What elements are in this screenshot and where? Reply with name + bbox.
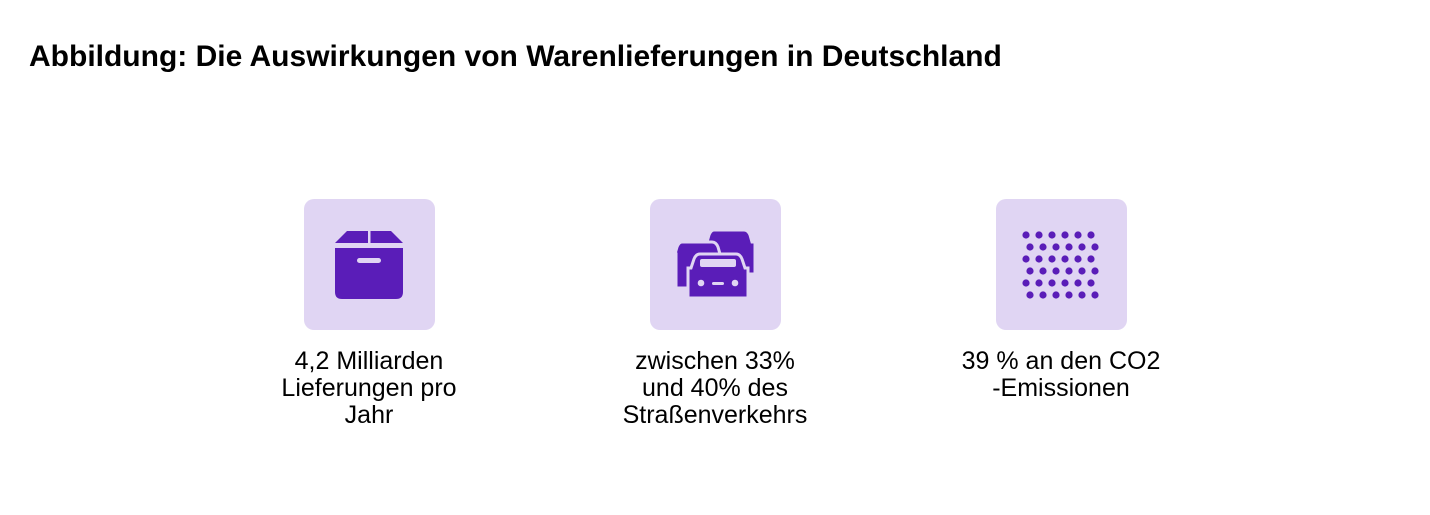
emission-dot (1039, 290, 1047, 299)
emission-dot (1035, 230, 1043, 239)
emission-dot (1061, 254, 1069, 263)
box-icon-tile (303, 199, 435, 330)
emission-dot (1039, 242, 1047, 251)
emission-dot (1052, 290, 1060, 299)
emission-dot (1078, 266, 1086, 275)
emission-dot (1091, 290, 1099, 299)
cars-traffic-icon (674, 228, 756, 299)
emission-dot (1052, 266, 1060, 275)
stat-traffic: zwischen 33% und 40% des Straßenverkehrs (585, 199, 845, 429)
emission-dot (1091, 266, 1099, 275)
emission-dot (1078, 290, 1086, 299)
emission-dot (1052, 242, 1060, 251)
emission-dot (1091, 242, 1099, 251)
emission-dot (1026, 290, 1034, 299)
emission-dot (1048, 230, 1056, 239)
emission-dot (1048, 278, 1056, 287)
emission-dot (1048, 254, 1056, 263)
figure-title: Abbildung: Die Auswirkungen von Warenlie… (29, 40, 1002, 73)
box-icon (335, 230, 403, 299)
cars-icon-tile (649, 199, 781, 330)
stats-row: 4,2 Milliarden Lieferungen pro Jahr zwis… (0, 199, 1430, 459)
emission-dot (1065, 290, 1073, 299)
emission-dot (1087, 278, 1095, 287)
emission-dot (1074, 254, 1082, 263)
emission-dots-icon (1022, 230, 1099, 299)
dots-icon-tile (995, 199, 1127, 330)
emission-dot (1061, 278, 1069, 287)
emission-dot (1022, 230, 1030, 239)
stat-label: 39 % an den CO2 -Emissionen (961, 347, 1161, 402)
stat-label: zwischen 33% und 40% des Straßenverkehrs (622, 347, 808, 429)
emission-dot (1087, 254, 1095, 263)
emission-dot (1074, 278, 1082, 287)
emission-dot (1026, 266, 1034, 275)
emission-dot (1065, 266, 1073, 275)
stat-deliveries: 4,2 Milliarden Lieferungen pro Jahr (239, 199, 499, 429)
emission-dot (1026, 242, 1034, 251)
emission-dot (1065, 242, 1073, 251)
emission-dot (1078, 242, 1086, 251)
emission-dot (1035, 254, 1043, 263)
emission-dot (1061, 230, 1069, 239)
stat-label: 4,2 Milliarden Lieferungen pro Jahr (281, 347, 457, 429)
emission-dot (1039, 266, 1047, 275)
emission-dot (1035, 278, 1043, 287)
emission-dot (1022, 254, 1030, 263)
stat-emissions: 39 % an den CO2 -Emissionen (931, 199, 1191, 402)
emission-dot (1022, 278, 1030, 287)
emission-dot (1087, 230, 1095, 239)
emission-dot (1074, 230, 1082, 239)
